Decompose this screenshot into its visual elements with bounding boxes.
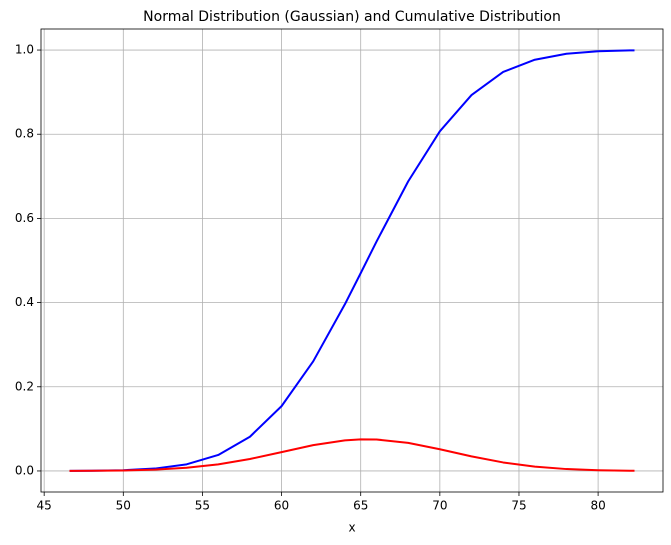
- x-tick-label: 60: [274, 499, 289, 513]
- line-series: [69, 438, 635, 472]
- x-tick-label: 70: [432, 499, 447, 513]
- x-tick-label: 65: [353, 499, 368, 513]
- chart-title: Normal Distribution (Gaussian) and Cumul…: [143, 9, 561, 25]
- x-tick-label: 45: [37, 499, 52, 513]
- y-tick-label: 0.0: [15, 463, 34, 477]
- x-tick-label: 80: [590, 499, 605, 513]
- x-tick-label: 50: [116, 499, 131, 513]
- y-tick-label: 1.0: [15, 43, 34, 57]
- y-tick-label: 0.6: [15, 211, 34, 225]
- y-tick-label: 0.4: [15, 295, 34, 309]
- line-series: [69, 49, 635, 472]
- y-tick-label: 0.2: [15, 379, 34, 393]
- plot-frame: [40, 28, 664, 493]
- x-tick-label: 75: [511, 499, 526, 513]
- x-axis-label: x: [348, 521, 355, 535]
- y-tick-label: 0.8: [15, 127, 34, 141]
- x-tick-label: 55: [195, 499, 210, 513]
